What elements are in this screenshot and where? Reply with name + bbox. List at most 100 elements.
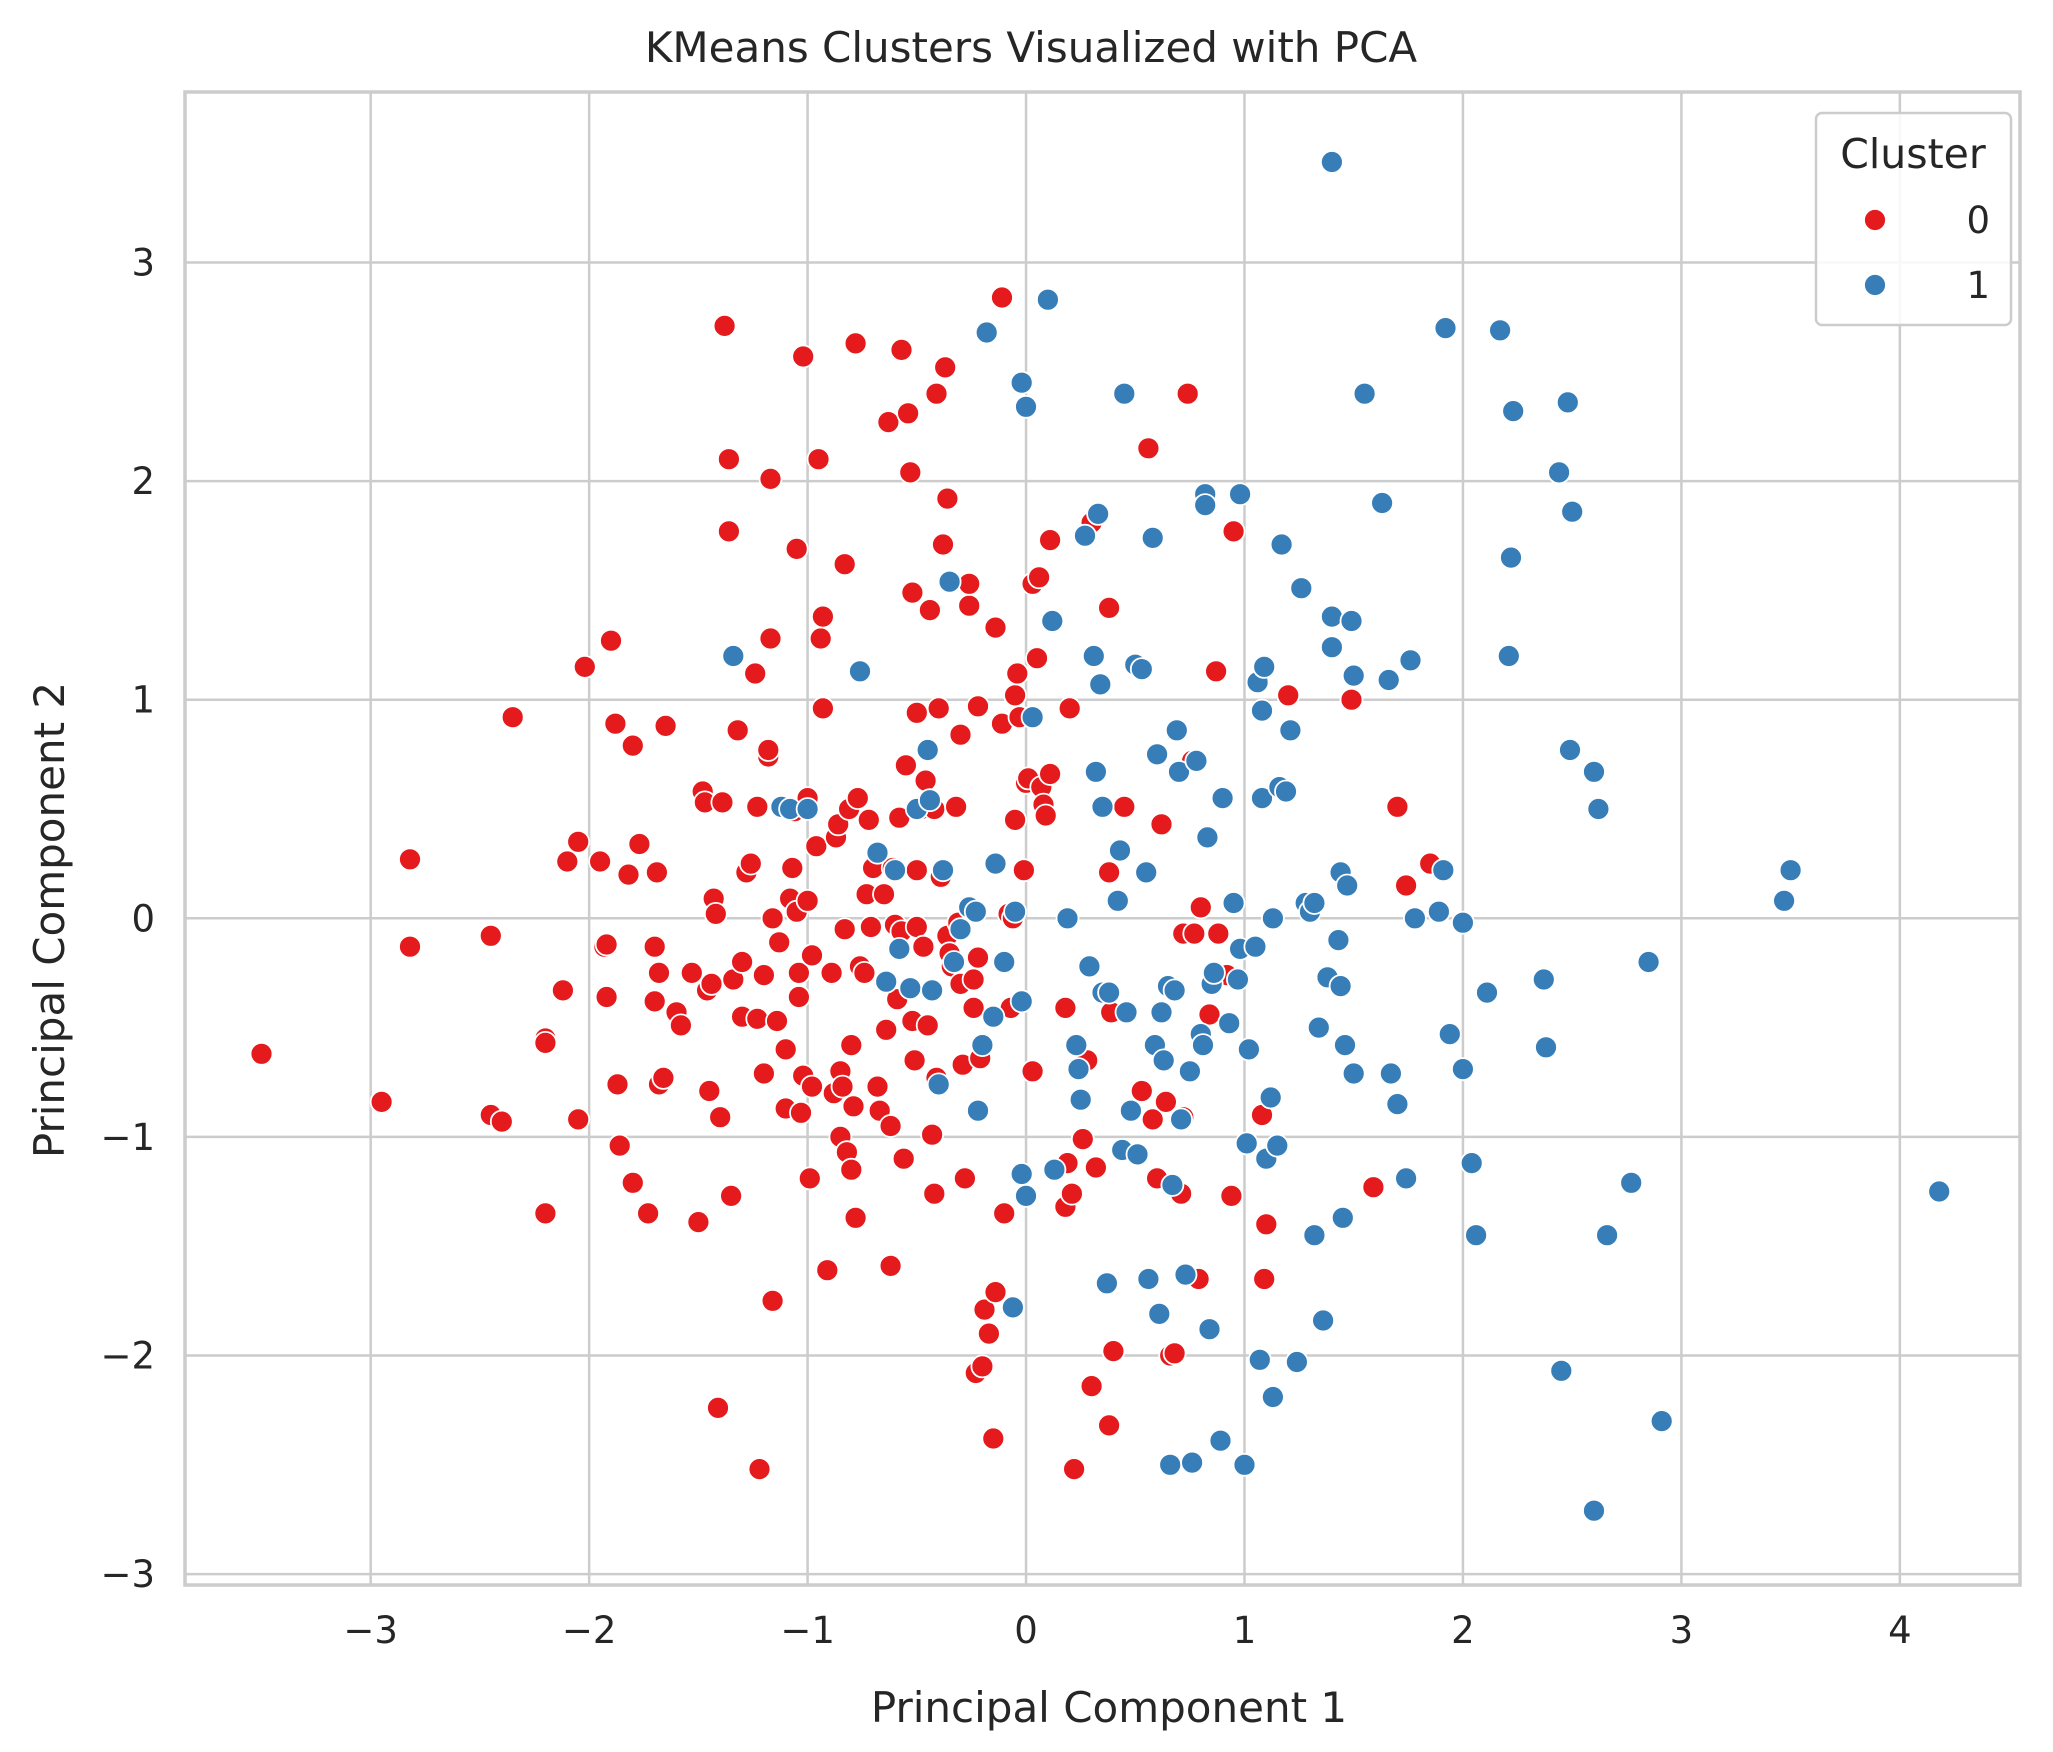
cluster-0-point — [1112, 794, 1137, 819]
cluster-1-point — [1547, 460, 1571, 485]
cluster-0-point — [1175, 381, 1200, 406]
cluster-0-point — [752, 1061, 776, 1086]
cluster-0-point — [966, 694, 990, 719]
cluster-0-point — [918, 598, 942, 622]
cluster-1-point — [1097, 980, 1121, 1005]
cluster-1-point — [931, 858, 955, 883]
cluster-0-point — [620, 1170, 645, 1195]
cluster-0-point — [859, 915, 883, 939]
cluster-1-point — [1261, 906, 1285, 931]
cluster-0-point — [1276, 683, 1301, 708]
cluster-0-point — [647, 961, 671, 985]
y-tick-label: 2 — [131, 460, 155, 503]
cluster-0-point — [756, 738, 781, 762]
cluster-0-point — [1361, 1175, 1386, 1200]
cluster-1-point — [1243, 934, 1268, 959]
cluster-1-point — [795, 797, 820, 821]
cluster-1-point — [1020, 705, 1045, 730]
cluster-1-point — [1385, 1092, 1410, 1116]
cluster-0-point — [1060, 1181, 1084, 1206]
cluster-1-point — [1195, 825, 1220, 850]
cluster-0-point — [636, 1201, 660, 1226]
cluster-1-point — [1927, 1179, 1952, 1204]
cluster-1-point — [1055, 906, 1080, 931]
cluster-1-point — [1036, 287, 1060, 312]
cluster-0-point — [533, 1031, 558, 1055]
cluster-1-point — [874, 969, 899, 994]
cluster-0-point — [1197, 1002, 1222, 1027]
cluster-0-point — [806, 447, 831, 472]
cluster-1-point — [1105, 888, 1130, 913]
cluster-1-point — [1247, 1347, 1272, 1372]
cluster-0-point — [990, 285, 1014, 310]
cluster-1-point — [1501, 399, 1526, 424]
y-tick-label: −1 — [100, 1116, 155, 1159]
cluster-1-point — [1014, 1184, 1038, 1208]
cluster-0-point — [710, 790, 735, 815]
cluster-1-point — [1180, 1450, 1204, 1475]
cluster-1-point — [1210, 786, 1235, 810]
cluster-0-point — [730, 950, 754, 974]
cluster-0-point — [1012, 858, 1036, 883]
cluster-1-point — [1129, 657, 1154, 681]
cluster-1-point — [887, 937, 912, 961]
cluster-1-point — [1178, 1059, 1202, 1084]
cluster-0-point — [845, 786, 870, 810]
cluster-1-point — [1278, 718, 1303, 743]
cluster-0-point — [679, 961, 704, 985]
cluster-0-point — [1385, 794, 1410, 819]
cluster-0-point — [1070, 1127, 1095, 1151]
cluster-0-point — [1097, 596, 1121, 620]
cluster-0-point — [876, 410, 901, 435]
cluster-0-point — [1101, 1339, 1126, 1363]
cluster-1-point — [1328, 974, 1353, 998]
cluster-1-point — [1250, 786, 1274, 810]
cluster-1-point — [1269, 532, 1294, 557]
cluster-1-point — [1772, 888, 1796, 913]
cluster-0-point — [1062, 1457, 1086, 1481]
cluster-0-point — [627, 832, 652, 856]
cluster-1-point — [1302, 891, 1327, 915]
cluster-1-point — [1341, 663, 1366, 688]
cluster-1-point — [1149, 1000, 1174, 1025]
cluster-0-point — [898, 460, 923, 485]
cluster-0-point — [767, 930, 792, 955]
cluster-1-point — [1586, 797, 1611, 821]
cluster-0-point — [972, 1297, 997, 1322]
cluster-1-point — [1341, 1061, 1366, 1086]
cluster-0-point — [1079, 1374, 1104, 1398]
cluster-0-point — [1025, 646, 1049, 671]
cluster-1-point — [918, 788, 942, 813]
cluster-1-point — [1042, 1157, 1067, 1182]
cluster-0-point — [992, 1201, 1017, 1226]
cluster-0-point — [795, 888, 820, 913]
cluster-1-point — [983, 851, 1008, 876]
cluster-0-point — [1149, 812, 1174, 837]
cluster-1-point — [1320, 150, 1344, 174]
cluster-0-point — [398, 934, 422, 959]
cluster-1-point — [1549, 1358, 1574, 1383]
x-tick-label: 4 — [1888, 1609, 1912, 1652]
cluster-0-point — [594, 985, 619, 1009]
cluster-1-point — [1431, 858, 1456, 883]
cluster-1-point — [937, 569, 962, 594]
cluster-1-point — [1158, 1452, 1183, 1477]
cluster-0-point — [1154, 1090, 1178, 1114]
cluster-0-point — [745, 1006, 770, 1031]
cluster-1-point — [942, 950, 966, 974]
legend-label: 0 — [1966, 199, 1990, 242]
cluster-1-point — [1169, 1107, 1193, 1132]
x-tick-labels: −3 −2 −1 0 1 2 3 4 — [343, 1609, 1911, 1652]
x-tick-label: 1 — [1233, 1609, 1257, 1652]
cluster-0-point — [747, 1457, 772, 1481]
cluster-1-point — [915, 738, 940, 762]
cluster-1-point — [1162, 978, 1187, 1003]
cluster-1-point — [883, 858, 907, 883]
cluster-0-point — [780, 856, 805, 880]
cluster-0-point — [904, 700, 929, 725]
cluster-0-point — [478, 923, 503, 948]
cluster-0-point — [852, 961, 877, 985]
legend-label: 1 — [1966, 264, 1990, 307]
cluster-1-point — [1330, 1205, 1355, 1230]
cluster-1-point — [1088, 672, 1113, 697]
